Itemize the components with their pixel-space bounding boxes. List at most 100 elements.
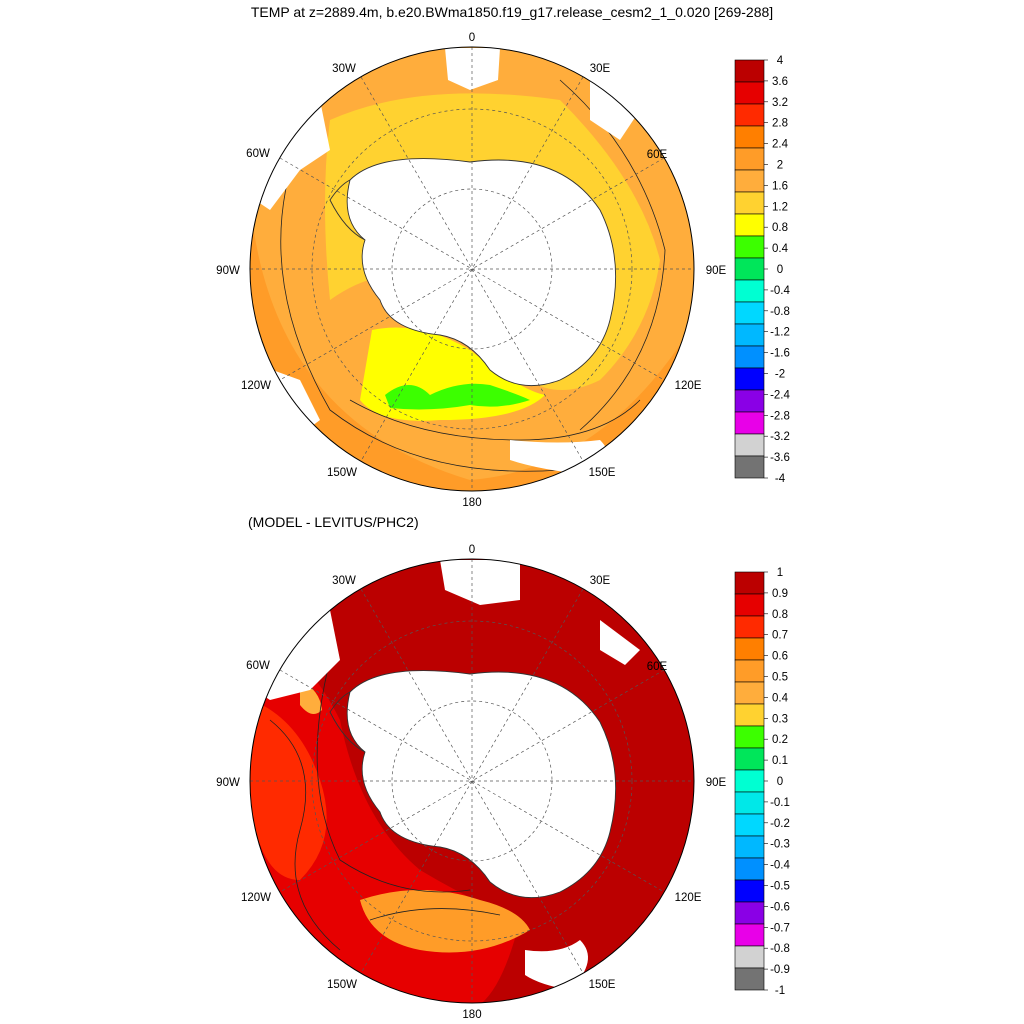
top-contour-3	[349, 399, 641, 441]
colorbar-1-swatch-0	[734, 571, 765, 595]
colorbar-0-swatch-16	[734, 411, 765, 435]
colorbar-1-swatch-4	[734, 659, 765, 683]
bot-new-zealand	[525, 940, 588, 990]
top-ross-shelf	[385, 383, 530, 410]
colorbar-1-swatch-14	[734, 879, 765, 903]
colorbar-0-label-1: 3.6	[772, 76, 788, 88]
colorbar-1-swatch-8	[734, 747, 765, 771]
colorbar-0-label-2: 3.2	[772, 97, 788, 109]
colorbar-0-label-12: -0.8	[770, 306, 790, 318]
colorbar-1-swatch-2	[734, 615, 765, 639]
colorbar-1-swatch-13	[734, 857, 765, 881]
longitude-labels: 0 30E 60E 90E 120E 150E 180 150W 120W 90W 60W 30W 0 3…	[216, 32, 726, 1021]
bot-graticule	[250, 559, 694, 1003]
bottom-difference-map	[249, 558, 695, 1004]
colorbar-0-label-5: 2	[777, 160, 783, 172]
bot-lon-label-4: 120E	[675, 892, 702, 904]
top-antarctica	[346, 158, 617, 387]
bot-lon-label-2: 60E	[647, 661, 668, 673]
colorbar-0-label-6: 1.6	[772, 180, 788, 192]
bottom-map-title: (MODEL - LEVITUS/PHC2)	[248, 514, 419, 530]
colorbar-1-swatch-15	[734, 901, 765, 925]
colorbar-1-swatch-5	[734, 681, 765, 705]
top-peninsula	[329, 179, 366, 241]
top-pacific-band	[250, 200, 694, 491]
bot-lon-label-8: 120W	[241, 892, 271, 904]
bot-lon-label-11: 30W	[332, 575, 356, 587]
top-graticule	[250, 47, 694, 491]
colorbar-0-label-16: -2.4	[770, 389, 790, 401]
bot-contour-1	[316, 659, 471, 893]
colorbar-1-swatch-11	[734, 813, 765, 837]
colorbar-1-label-17: -0.7	[770, 922, 790, 934]
colorbar-0-swatch-0	[734, 59, 765, 83]
bot-ross-sea	[360, 890, 530, 953]
colorbar-1-label-19: -0.9	[770, 964, 790, 976]
colorbar-1-label-7: 0.3	[772, 713, 788, 725]
colorbar-0-swatch-6	[734, 191, 765, 215]
top-lon-label-5: 150E	[589, 467, 616, 479]
bot-contour-2	[269, 719, 341, 951]
colorbar-0-swatch-15	[734, 389, 765, 413]
colorbar-0-swatch-2	[734, 103, 765, 127]
top-map-border	[249, 46, 695, 492]
colorbar-1-label-15: -0.5	[770, 881, 790, 893]
colorbar-0-swatch-10	[734, 279, 765, 303]
colorbar-1-label-20: -1	[775, 985, 785, 997]
bot-lon-label-5: 150E	[589, 979, 616, 991]
colorbar-0-label-7: 1.2	[772, 201, 788, 213]
colorbar-0-label-14: -1.6	[770, 348, 790, 360]
bot-contour-3	[369, 908, 501, 921]
colorbar-1: 1 0.9 0.8 0.7 0.6 0.5 0.4 0.3 0.2 0.1 0 -0.1 -0.2 -0.…	[734, 567, 791, 997]
bot-mask-2	[600, 620, 640, 665]
colorbar-1-label-3: 0.7	[772, 630, 788, 642]
colorbar-0-swatch-7	[734, 213, 765, 237]
top-lon-label-0: 0	[469, 32, 475, 44]
colorbar-1-label-16: -0.6	[770, 901, 790, 913]
colorbar-0-label-3: 2.8	[772, 118, 788, 130]
colorbar-1-swatch-9	[734, 769, 765, 793]
colorbar-1-swatch-3	[734, 637, 765, 661]
top-lon-label-3: 90E	[706, 265, 727, 277]
top-lon-label-11: 30W	[332, 63, 356, 75]
colorbar-0-label-9: 0.4	[772, 243, 789, 255]
colorbar-1-label-14: -0.4	[770, 860, 790, 872]
top-south-america	[255, 100, 330, 210]
bot-lon-label-6: 180	[462, 1009, 481, 1021]
colorbar-1-label-5: 0.5	[772, 672, 788, 684]
top-temperature-map	[249, 46, 695, 492]
colorbar-1-label-12: -0.2	[770, 818, 790, 830]
bot-lon-label-7: 150W	[327, 979, 357, 991]
colorbar-0-label-11: -0.4	[770, 285, 790, 297]
colorbars: 4 3.6 3.2 2.8 2.4 2 1.6 1.2 0.8 0.4 0 -0.4 -0.8 -1.2 -…	[734, 55, 791, 997]
colorbar-0-label-10: 0	[777, 264, 783, 276]
top-lon-label-7: 150W	[327, 467, 357, 479]
bot-lon-label-3: 90E	[706, 777, 727, 789]
colorbar-0-swatch-3	[734, 125, 765, 149]
colorbar-0-label-8: 0.8	[772, 222, 788, 234]
colorbar-0-swatch-4	[734, 147, 765, 171]
bot-lon-label-9: 90W	[216, 777, 240, 789]
colorbar-1-label-18: -0.8	[770, 943, 790, 955]
colorbar-1-label-9: 0.1	[772, 755, 788, 767]
bot-antarctica	[346, 670, 617, 899]
bot-pacific-bright	[250, 700, 327, 880]
colorbar-1-label-4: 0.6	[772, 651, 788, 663]
top-mask-1	[445, 48, 500, 90]
colorbar-0-swatch-18	[734, 455, 765, 479]
colorbar-0-label-20: -4	[775, 473, 786, 485]
top-map-title: TEMP at z=2889.4m, b.e20.BWma1850.f19_g1…	[250, 4, 774, 20]
bot-lon-label-0: 0	[469, 544, 475, 556]
colorbar-1-label-2: 0.8	[772, 609, 788, 621]
colorbar-1-swatch-6	[734, 703, 765, 727]
colorbar-0-swatch-8	[734, 235, 765, 259]
colorbar-0-label-4: 2.4	[772, 139, 789, 151]
bot-lon-label-10: 60W	[246, 660, 270, 672]
bot-map-border	[249, 558, 695, 1004]
colorbar-1-label-13: -0.3	[770, 839, 790, 851]
top-lon-label-6: 180	[462, 497, 481, 509]
top-lon-label-8: 120W	[241, 380, 271, 392]
bot-mask-1	[440, 560, 520, 605]
bot-peninsula	[329, 691, 366, 753]
